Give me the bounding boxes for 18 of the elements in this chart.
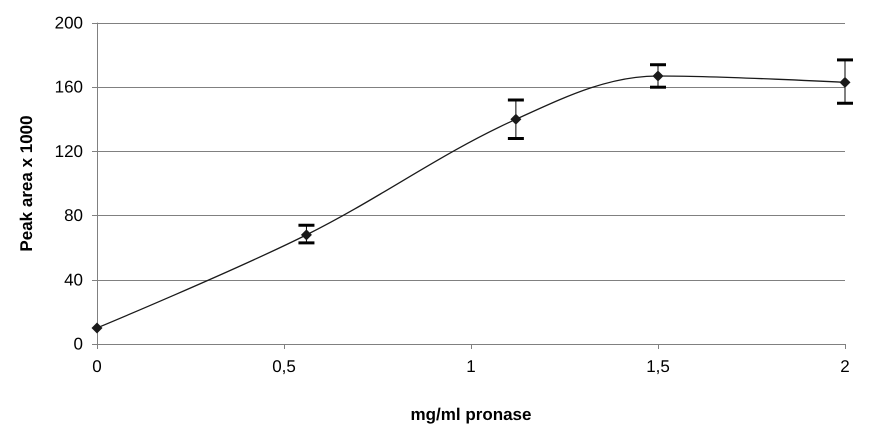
- y-tick-label: 0: [74, 334, 83, 354]
- x-tick-label: 1,5: [646, 357, 670, 376]
- point: [652, 70, 664, 82]
- x-tick-label: 1: [466, 357, 476, 376]
- y-tick-label: 40: [64, 270, 83, 290]
- point: [300, 229, 312, 240]
- y-tick-label: 200: [54, 14, 83, 32]
- x-axis-title: mg/ml pronase: [410, 405, 532, 424]
- point: [840, 76, 850, 88]
- y-axis-title: Peak area x 1000: [17, 115, 36, 252]
- x-tick-label: 2: [840, 357, 850, 376]
- x-tick-label: 0,5: [272, 357, 296, 376]
- point: [510, 114, 522, 125]
- y-tick-label: 120: [54, 142, 83, 161]
- point: [92, 322, 102, 334]
- x-tick-label: 0: [92, 357, 102, 376]
- y-tick-label: 80: [64, 206, 83, 226]
- y-tick-label: 160: [54, 78, 83, 97]
